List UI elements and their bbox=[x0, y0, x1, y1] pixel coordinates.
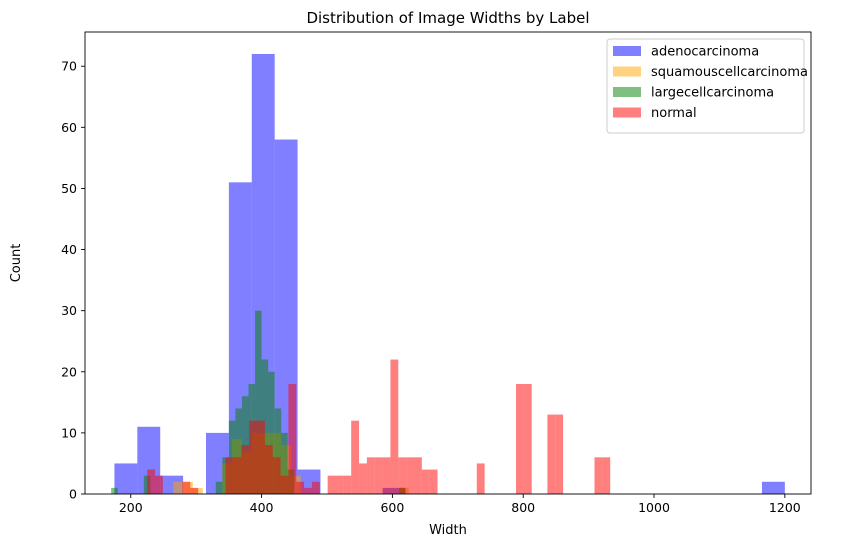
bar-normal-14 bbox=[304, 487, 312, 494]
bar-normal-24 bbox=[390, 359, 399, 494]
plot-frame bbox=[84, 31, 812, 495]
y-tick-label: 60 bbox=[61, 120, 77, 135]
bar-normal-20 bbox=[359, 463, 367, 494]
bar-normal-15 bbox=[311, 481, 320, 494]
x-tick-label: 800 bbox=[511, 500, 535, 515]
bar-largecellcarcinoma-3 bbox=[222, 457, 229, 494]
x-axis: 200 400 600 800 1000 1200 bbox=[119, 494, 801, 515]
bar-normal-5 bbox=[233, 457, 242, 494]
legend-swatch-squamouscellcarcinoma bbox=[613, 66, 641, 77]
x-tick-label: 600 bbox=[380, 500, 404, 515]
series-normal bbox=[147, 359, 611, 494]
legend-label-largecellcarcinoma: largecellcarcinoma bbox=[651, 86, 774, 101]
bar-normal-10 bbox=[272, 457, 281, 494]
y-tick-label: 20 bbox=[61, 364, 77, 379]
legend-swatch-normal bbox=[613, 107, 641, 118]
bar-largecellcarcinoma-2 bbox=[215, 481, 223, 494]
bar-largecellcarcinoma-4 bbox=[228, 420, 236, 494]
legend-swatch-largecellcarcinoma bbox=[613, 87, 641, 97]
y-tick-label: 30 bbox=[61, 303, 77, 318]
bars-layer bbox=[111, 54, 785, 495]
x-tick-label: 400 bbox=[250, 500, 274, 515]
bar-normal-12 bbox=[288, 384, 297, 494]
bar-normal-1 bbox=[154, 475, 163, 494]
legend-label-adenocarcinoma: adenocarcinoma bbox=[651, 45, 759, 60]
bar-normal-34 bbox=[555, 414, 564, 494]
bar-largecellcarcinoma-0 bbox=[111, 487, 118, 494]
bar-normal-27 bbox=[413, 457, 422, 494]
bar-normal-23 bbox=[382, 457, 391, 494]
bar-normal-11 bbox=[280, 475, 289, 494]
bar-normal-13 bbox=[296, 481, 305, 494]
x-axis-title: Width bbox=[429, 523, 467, 538]
legend-swatch-adenocarcinoma bbox=[613, 46, 641, 56]
y-tick-label: 40 bbox=[61, 242, 77, 257]
bar-normal-29 bbox=[429, 469, 438, 494]
bar-normal-30 bbox=[476, 463, 485, 494]
legend-label-squamouscellcarcinoma: squamouscellcarcinoma bbox=[651, 65, 808, 80]
y-axis: 0 10 20 30 40 50 60 70 bbox=[61, 59, 85, 502]
y-tick-label: 50 bbox=[61, 181, 77, 196]
bar-largecellcarcinoma-12 bbox=[281, 432, 288, 494]
bar-largecellcarcinoma-11 bbox=[274, 408, 282, 494]
bar-normal-33 bbox=[547, 414, 556, 494]
bar-normal-4 bbox=[225, 457, 234, 494]
bar-normal-8 bbox=[257, 420, 265, 494]
bar-normal-17 bbox=[335, 475, 344, 494]
bar-squamouscellcarcinoma-0 bbox=[173, 481, 184, 494]
bar-normal-2 bbox=[182, 481, 191, 494]
bar-normal-22 bbox=[374, 457, 383, 494]
y-axis-title: Count bbox=[9, 244, 24, 283]
bar-normal-0 bbox=[147, 469, 155, 494]
bar-normal-31 bbox=[516, 384, 524, 494]
x-tick-label: 1000 bbox=[638, 500, 670, 515]
legend-label-normal: normal bbox=[651, 106, 697, 121]
bar-normal-9 bbox=[264, 445, 273, 494]
y-tick-label: 70 bbox=[61, 59, 77, 74]
chart-title: Distribution of Image Widths by Label bbox=[306, 9, 589, 27]
bar-adenocarcinoma-0 bbox=[114, 463, 138, 494]
bar-normal-26 bbox=[406, 457, 414, 494]
bar-normal-7 bbox=[249, 420, 258, 494]
y-tick-label: 0 bbox=[69, 487, 77, 502]
bar-normal-25 bbox=[398, 457, 407, 494]
bar-normal-16 bbox=[327, 475, 336, 494]
bar-normal-21 bbox=[366, 457, 375, 494]
bar-normal-18 bbox=[343, 475, 352, 494]
bar-normal-35 bbox=[594, 457, 603, 494]
bar-normal-36 bbox=[602, 457, 611, 494]
bar-normal-32 bbox=[523, 384, 532, 494]
y-tick-label: 10 bbox=[61, 425, 77, 440]
x-tick-label: 200 bbox=[119, 500, 143, 515]
bar-normal-19 bbox=[351, 420, 360, 494]
bar-largecellcarcinoma-5 bbox=[235, 408, 242, 494]
legend: adenocarcinoma squamouscellcarcinoma large… bbox=[606, 38, 808, 134]
bar-largecellcarcinoma-8 bbox=[255, 310, 262, 494]
bar-largecellcarcinoma-10 bbox=[268, 371, 275, 494]
bar-normal-6 bbox=[241, 445, 250, 494]
bar-normal-3 bbox=[190, 487, 199, 494]
legend-box bbox=[606, 38, 805, 134]
bar-adenocarcinoma-9 bbox=[761, 481, 785, 494]
x-tick-label: 1200 bbox=[769, 500, 801, 515]
bar-normal-28 bbox=[421, 469, 430, 494]
